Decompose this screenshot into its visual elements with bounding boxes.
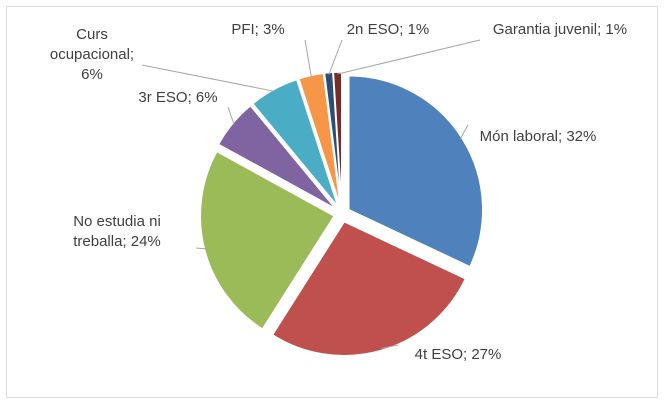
pie-slice xyxy=(217,104,337,210)
leader-line xyxy=(304,39,312,78)
leader-line xyxy=(195,247,207,250)
leader-line xyxy=(227,106,235,125)
pie-slice xyxy=(251,78,339,208)
slice-label: Garantia juvenil; 1% xyxy=(492,21,628,38)
slice-label: PFI; 3% xyxy=(231,21,285,38)
pie-slice xyxy=(199,150,336,331)
slice-label: Curs ocupacional; 6% xyxy=(49,26,135,83)
leader-line xyxy=(141,64,275,92)
slice-label: 2n ESO; 1% xyxy=(346,21,430,38)
leader-line xyxy=(328,39,343,75)
slice-label: Món laboral; 32% xyxy=(479,128,597,145)
leader-line xyxy=(459,124,469,140)
leader-line xyxy=(380,344,399,349)
pie-slice xyxy=(271,220,467,357)
pie-slice xyxy=(348,74,484,268)
slice-label: No estudia ni treballa; 24% xyxy=(73,213,161,250)
slice-label: 3r ESO; 6% xyxy=(138,89,218,106)
pie-slice xyxy=(332,71,343,207)
leader-line xyxy=(337,39,481,75)
slice-label: 4t ESO; 27% xyxy=(414,346,502,363)
